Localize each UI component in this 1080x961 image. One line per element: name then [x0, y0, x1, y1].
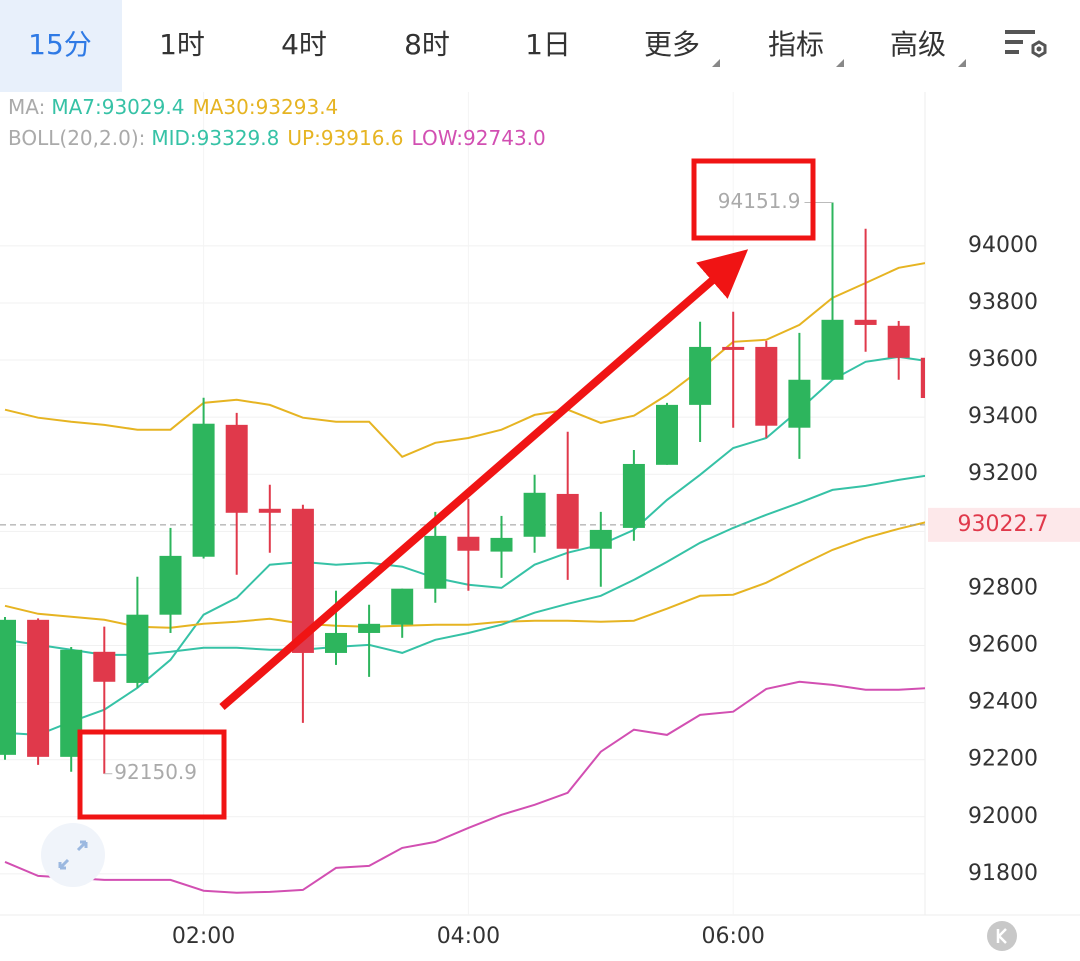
- tab[interactable]: 1时: [159, 28, 205, 61]
- candle-body: [0, 619, 16, 755]
- overlay: 93022.7 94151.9 92150.9 MA: MA7:93029.4 MA30:…: [8, 95, 1080, 784]
- y-tick-label: 92800: [968, 575, 1038, 600]
- legend-label: UP:: [287, 126, 320, 150]
- tab-bar: [0, 0, 1080, 92]
- indicator-line: [4, 474, 925, 656]
- candle-body: [391, 588, 414, 625]
- legend-prefix: BOLL(20,2.0):: [8, 126, 145, 150]
- expand-icon: [58, 840, 88, 870]
- settings-icon[interactable]: [1005, 30, 1047, 58]
- k-icon: [996, 928, 1007, 944]
- legend-value: 93916.6: [321, 126, 404, 150]
- tab[interactable]: 更多: [644, 28, 700, 61]
- indicator-legend: MA: MA7:93029.4 MA30:93293.4: [8, 95, 338, 119]
- highlight-box: [691, 158, 816, 241]
- legend-label: MA30:: [192, 95, 255, 119]
- tab[interactable]: 指标: [768, 28, 824, 61]
- indicator-line: [4, 262, 925, 458]
- candle-body: [159, 555, 182, 615]
- legend-value: 93029.4: [102, 95, 185, 119]
- dropdown-triangle: [836, 59, 844, 67]
- k-button[interactable]: [987, 921, 1017, 951]
- icon-bar: [1005, 30, 1035, 34]
- candle-body: [788, 379, 811, 428]
- candle-body: [887, 325, 910, 358]
- k-bg: [987, 921, 1017, 951]
- y-tick-label: 93400: [968, 404, 1038, 429]
- y-tick-label: 92600: [968, 633, 1038, 658]
- candle-body: [225, 424, 248, 513]
- y-tick-label: 94000: [968, 233, 1038, 258]
- tab[interactable]: 高级: [890, 28, 946, 61]
- candle-body: [424, 535, 447, 589]
- tab[interactable]: 1日: [525, 28, 571, 61]
- y-tick-label: 91800: [968, 861, 1038, 886]
- tab[interactable]: 4时: [281, 28, 327, 61]
- candle-body: [854, 319, 877, 325]
- dropdown-triangle: [958, 59, 966, 67]
- candle-body: [755, 346, 778, 426]
- candle-body: [93, 651, 116, 682]
- active-tab-bg: [0, 0, 122, 92]
- legend-label: MID:: [151, 126, 196, 150]
- candle-body: [689, 346, 712, 405]
- candle-body: [358, 623, 381, 633]
- grid: 9180092000922009240092600928009300093200…: [0, 92, 1038, 949]
- candle-body: [722, 346, 745, 350]
- candle-body: [60, 649, 83, 757]
- legend-label: MA7:: [51, 95, 101, 119]
- x-tick-label: 04:00: [437, 924, 500, 949]
- icon-dot: [1036, 46, 1042, 52]
- candle-body: [291, 508, 314, 653]
- y-tick-label: 92200: [968, 747, 1038, 772]
- y-tick-label: 92400: [968, 690, 1038, 715]
- y-tick-label: 93800: [968, 290, 1038, 315]
- candle-body: [325, 632, 347, 653]
- candle-body: [920, 357, 925, 399]
- tab[interactable]: 8时: [404, 28, 450, 61]
- highlight-box: [77, 729, 227, 820]
- dropdown-triangle: [712, 59, 720, 67]
- plot-area: [0, 202, 925, 894]
- legend-value: 93329.8: [197, 126, 280, 150]
- trend-arrow: [219, 249, 749, 711]
- candle-body: [556, 493, 579, 549]
- legend-label: LOW:: [412, 126, 464, 150]
- candle-body: [192, 423, 215, 557]
- candle-body: [656, 404, 678, 465]
- x-tick-label: 06:00: [701, 924, 764, 949]
- icon-bar: [1005, 50, 1019, 54]
- low-marker-label: 92150.9: [114, 760, 197, 784]
- candle-body: [258, 508, 281, 513]
- tab[interactable]: 15分: [28, 28, 92, 61]
- expand-button[interactable]: [41, 823, 105, 887]
- candle-body: [457, 536, 480, 551]
- candle-body: [821, 319, 844, 380]
- x-tick-label: 02:00: [172, 924, 235, 949]
- last-price-label: 93022.7: [958, 512, 1049, 537]
- tabs: 15分 1时 4时 8时 1日 更多 指标 高级: [28, 28, 966, 67]
- candle-body: [622, 463, 645, 528]
- y-tick-label: 92000: [968, 804, 1038, 829]
- indicator-legend: BOLL(20,2.0): MID:93329.8 UP:93916.6 LOW:92…: [8, 126, 546, 150]
- y-tick-label: 93200: [968, 461, 1038, 486]
- legend-value: 92743.0: [463, 126, 546, 150]
- last-price-bg: [928, 507, 1080, 542]
- candle-body: [27, 619, 50, 757]
- expand-bg: [41, 823, 105, 887]
- icon-hex: [1031, 40, 1047, 58]
- candle-body: [126, 614, 149, 683]
- icon-bar: [1005, 40, 1023, 44]
- indicator-line: [4, 680, 925, 894]
- candle-body: [490, 537, 513, 552]
- legend-value: 93293.4: [256, 95, 339, 119]
- candle-body: [589, 529, 612, 549]
- high-marker-label: 94151.9: [718, 189, 801, 213]
- indicator-line: [4, 521, 925, 629]
- legend-prefix: MA:: [8, 95, 45, 119]
- candle-body: [523, 492, 546, 537]
- y-tick-label: 93600: [968, 347, 1038, 372]
